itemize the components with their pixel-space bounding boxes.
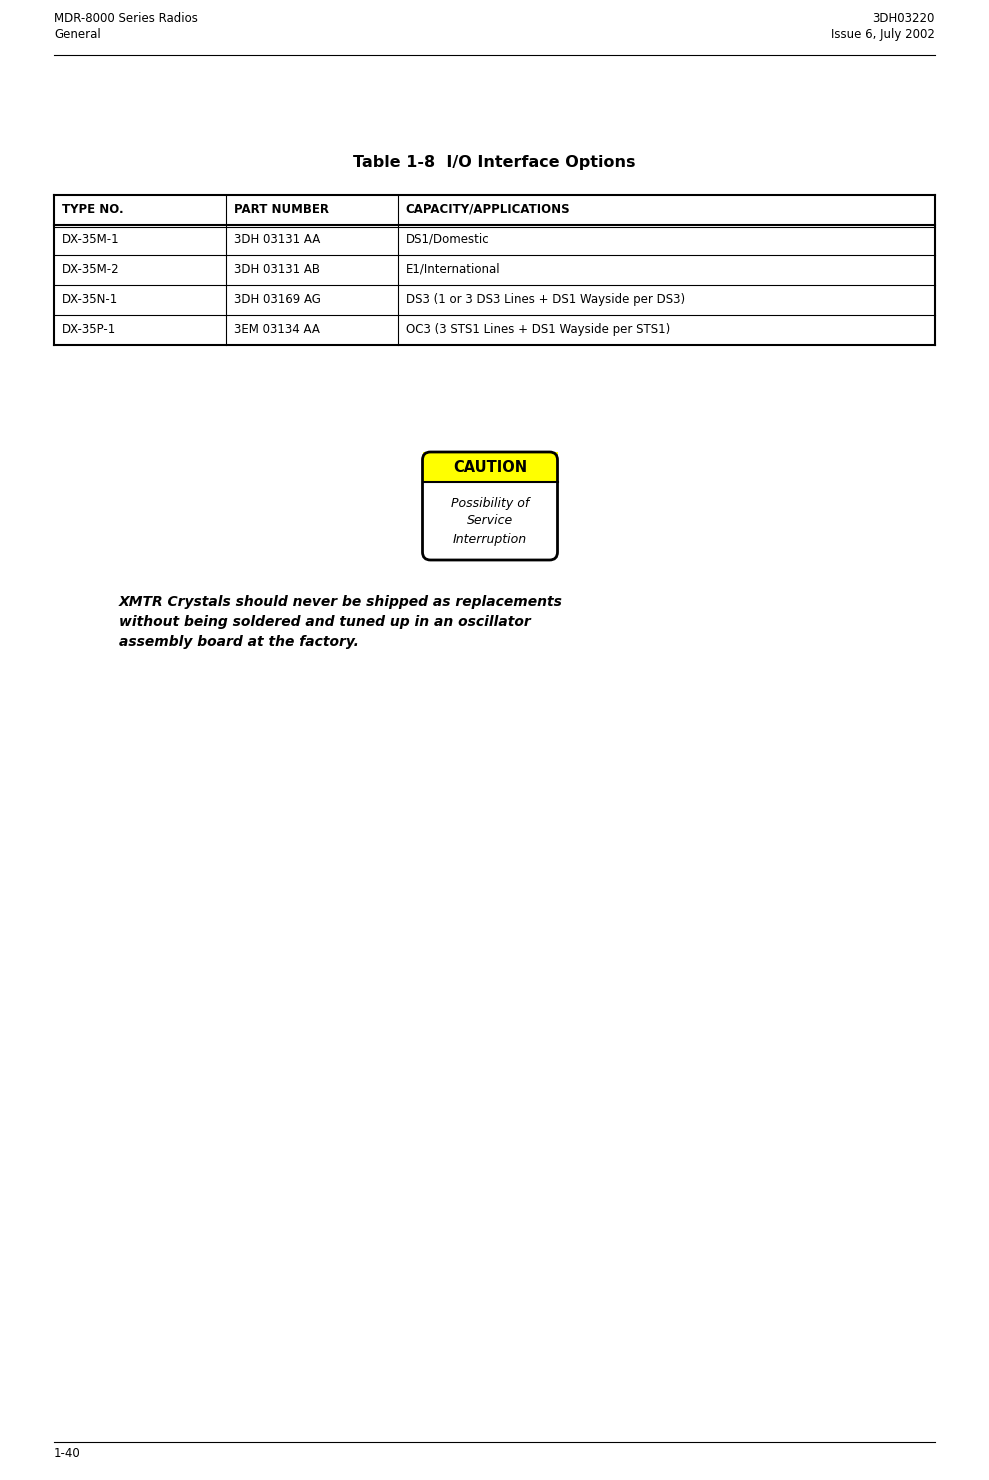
Text: Issue 6, July 2002: Issue 6, July 2002 [831, 28, 935, 41]
Text: DS3 (1 or 3 DS3 Lines + DS1 Wayside per DS3): DS3 (1 or 3 DS3 Lines + DS1 Wayside per … [405, 293, 684, 306]
Text: XMTR Crystals should never be shipped as replacements
without being soldered and: XMTR Crystals should never be shipped as… [119, 595, 563, 650]
Bar [54, 195, 935, 345]
Text: DX-35N-1: DX-35N-1 [62, 293, 119, 306]
Bar [422, 482, 558, 559]
Text: CAPACITY/APPLICATIONS: CAPACITY/APPLICATIONS [405, 203, 571, 216]
Text: 3EM 03134 AA: 3EM 03134 AA [233, 323, 319, 336]
Text: DS1/Domestic: DS1/Domestic [405, 232, 490, 246]
Text: DX-35M-2: DX-35M-2 [62, 263, 120, 275]
Text: E1/International: E1/International [405, 263, 500, 275]
Text: DX-35M-1: DX-35M-1 [62, 232, 120, 246]
Bar [422, 451, 558, 482]
Text: DX-35P-1: DX-35P-1 [62, 323, 117, 336]
Text: 3DH03220: 3DH03220 [872, 12, 935, 25]
Text: 3DH 03131 AB: 3DH 03131 AB [233, 263, 319, 275]
Text: Table 1-8  I/O Interface Options: Table 1-8 I/O Interface Options [353, 155, 636, 170]
Text: 1-40: 1-40 [54, 1447, 81, 1459]
Text: PART NUMBER: PART NUMBER [233, 203, 328, 216]
Text: TYPE NO.: TYPE NO. [62, 203, 124, 216]
Text: CAUTION: CAUTION [453, 459, 527, 475]
Text: MDR-8000 Series Radios: MDR-8000 Series Radios [54, 12, 198, 25]
Text: Possibility of
Service
Interruption: Possibility of Service Interruption [451, 496, 529, 546]
Text: 3DH 03131 AA: 3DH 03131 AA [233, 232, 320, 246]
Text: General: General [54, 28, 101, 41]
Text: OC3 (3 STS1 Lines + DS1 Wayside per STS1): OC3 (3 STS1 Lines + DS1 Wayside per STS1… [405, 323, 670, 336]
Text: 3DH 03169 AG: 3DH 03169 AG [233, 293, 320, 306]
